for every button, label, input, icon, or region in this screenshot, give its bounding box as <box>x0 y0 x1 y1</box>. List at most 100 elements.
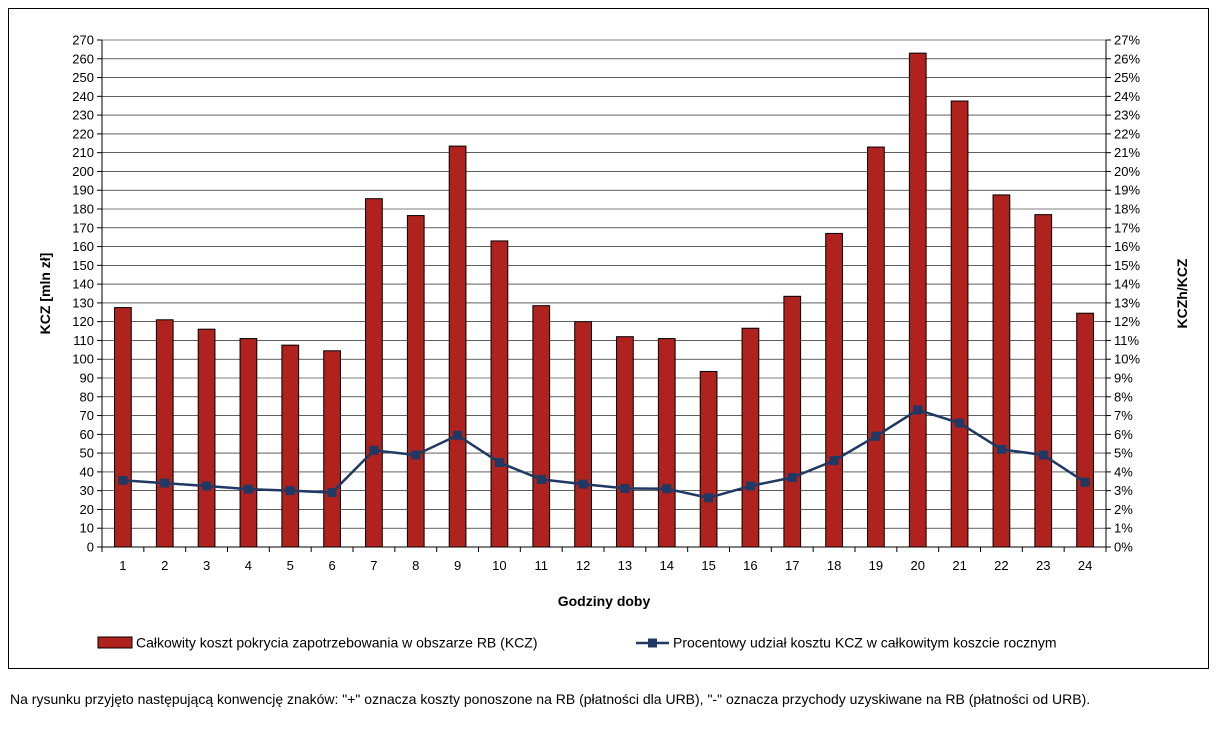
y2-tick-label: 9% <box>1114 371 1133 386</box>
y2-tick-label: 7% <box>1114 408 1133 423</box>
y-tick-label: 200 <box>72 164 94 179</box>
x-tick-label: 24 <box>1078 558 1092 573</box>
legend-label-line: Procentowy udział kosztu KCZ w całkowity… <box>673 635 1057 651</box>
y-tick-label: 90 <box>80 371 94 386</box>
bar <box>616 336 634 548</box>
y-tick-label: 240 <box>72 89 94 104</box>
y-tick-label: 100 <box>72 352 94 367</box>
y-tick-label: 20 <box>80 502 94 517</box>
legend-swatch-marker <box>648 638 657 648</box>
y-tick-label: 10 <box>80 521 94 536</box>
chart-canvas: 0102030405060708090100110120130140150160… <box>37 33 1190 651</box>
bar <box>406 215 425 548</box>
y-tick-label: 190 <box>72 183 94 198</box>
y2-tick-label: 16% <box>1114 239 1140 254</box>
line-point <box>662 484 672 494</box>
y-tick-label: 70 <box>80 408 94 423</box>
y2-tick-label: 11% <box>1114 333 1139 348</box>
x-tick-label: 18 <box>827 558 841 573</box>
y-tick-label: 50 <box>80 446 94 461</box>
y2-tick-label: 24% <box>1114 89 1140 104</box>
bar <box>783 295 802 548</box>
y2-tick-label: 6% <box>1114 427 1133 442</box>
y2-tick-label: 12% <box>1114 314 1140 329</box>
x-tick-label: 13 <box>618 558 632 573</box>
x-tick-label: 19 <box>869 558 883 573</box>
line-point <box>871 431 881 441</box>
y2-tick-label: 2% <box>1114 502 1133 517</box>
line-point <box>955 418 965 428</box>
x-tick-label: 6 <box>328 558 335 573</box>
bar <box>1034 214 1053 548</box>
y-tick-label: 170 <box>72 220 94 235</box>
x-tick-label: 2 <box>161 558 168 573</box>
bar <box>114 307 132 548</box>
bar <box>239 338 258 548</box>
y2-tick-label: 23% <box>1114 108 1140 123</box>
y-tick-label: 220 <box>72 126 94 141</box>
x-tick-label: 9 <box>454 558 461 573</box>
x-tick-label: 20 <box>911 558 925 573</box>
line-point <box>1038 450 1048 460</box>
y-tick-label: 160 <box>72 239 94 254</box>
line-point <box>829 456 839 466</box>
x-tick-label: 3 <box>203 558 210 573</box>
y2-tick-label: 20% <box>1114 164 1140 179</box>
x-tick-label: 17 <box>785 558 799 573</box>
x-tick-label: 10 <box>492 558 506 573</box>
y-tick-label: 270 <box>72 33 94 48</box>
y-tick-label: 250 <box>72 70 94 85</box>
bar <box>197 328 216 548</box>
line-point <box>202 481 212 491</box>
y2-tick-label: 22% <box>1114 126 1140 141</box>
x-tick-label: 21 <box>952 558 966 573</box>
y2-tick-label: 26% <box>1114 51 1140 66</box>
line-point <box>620 483 630 493</box>
x-tick-label: 11 <box>535 558 549 573</box>
y-tick-label: 60 <box>80 427 94 442</box>
y2-tick-label: 19% <box>1114 183 1140 198</box>
y2-tick-label: 4% <box>1114 464 1133 479</box>
x-tick-label: 22 <box>994 558 1008 573</box>
y-tick-label: 150 <box>72 258 94 273</box>
y-tick-label: 40 <box>80 464 94 479</box>
line-point <box>453 430 463 440</box>
line-point <box>996 444 1006 454</box>
y2-tick-label: 1% <box>1114 521 1133 536</box>
x-tick-label: 23 <box>1036 558 1050 573</box>
x-tick-label: 14 <box>660 558 674 573</box>
x-tick-label: 7 <box>370 558 377 573</box>
y-tick-label: 120 <box>72 314 94 329</box>
legend-label-bar: Całkowity koszt pokrycia zapotrzebowania… <box>136 635 537 651</box>
line-point <box>243 484 253 494</box>
bar <box>281 344 300 548</box>
line-point <box>411 450 421 460</box>
line-point <box>536 474 546 484</box>
x-tick-label: 5 <box>287 558 294 573</box>
bar <box>699 370 718 548</box>
y-tick-label: 140 <box>72 277 94 292</box>
line-point <box>704 493 714 503</box>
line-point <box>1080 477 1090 487</box>
x-tick-label: 8 <box>412 558 419 573</box>
bar <box>365 198 383 548</box>
y-tick-label: 80 <box>80 389 94 404</box>
line-point <box>913 405 923 415</box>
footnote: Na rysunku przyjęto następującą konwencj… <box>10 691 1091 707</box>
bar <box>825 232 843 548</box>
line-point <box>327 488 337 498</box>
x-tick-label: 1 <box>119 558 126 573</box>
y-tick-label: 110 <box>73 333 94 348</box>
line-series <box>122 408 1086 500</box>
y-tick-label: 260 <box>72 51 94 66</box>
y-tick-label: 0 <box>87 540 94 555</box>
bar <box>490 240 509 548</box>
y2-tick-label: 21% <box>1114 145 1140 160</box>
y2-axis-title: KCZh/KCZ <box>1174 258 1190 328</box>
y-tick-label: 180 <box>72 202 94 217</box>
line-point <box>578 479 588 489</box>
bar <box>741 327 760 548</box>
y2-tick-label: 27% <box>1114 33 1140 48</box>
y2-tick-label: 17% <box>1114 220 1140 235</box>
y-tick-label: 130 <box>72 295 94 310</box>
